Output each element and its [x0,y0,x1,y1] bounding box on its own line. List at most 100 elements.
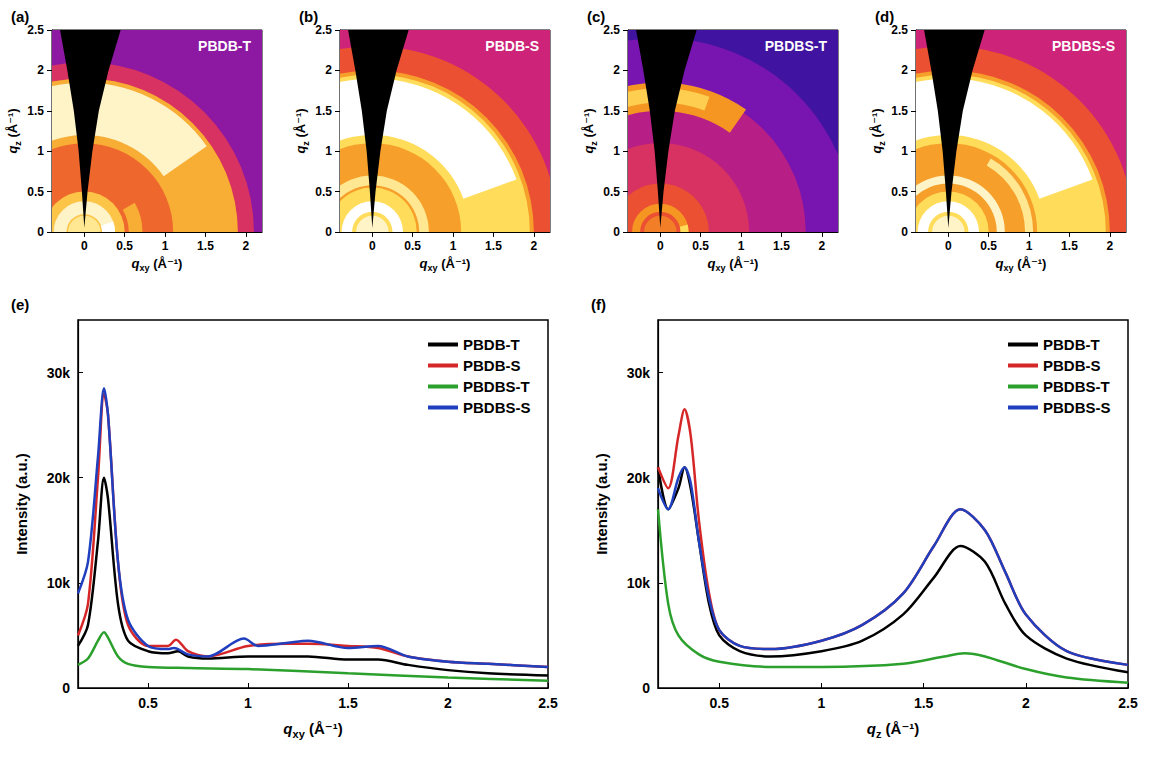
svg-text:PBDBS-T: PBDBS-T [765,38,828,54]
svg-text:1.5: 1.5 [315,104,332,118]
svg-text:q: q [708,256,716,271]
svg-text:1: 1 [37,144,44,158]
svg-text:30k: 30k [627,365,651,381]
svg-text:xy: xy [1004,263,1014,273]
svg-text:(Å⁻¹): (Å⁻¹) [5,108,20,141]
svg-text:2: 2 [1022,695,1030,711]
svg-text:10k: 10k [47,575,71,591]
svg-text:PBDBS-S: PBDBS-S [1043,399,1111,416]
svg-text:1: 1 [162,239,169,253]
svg-text:0: 0 [369,239,376,253]
svg-text:2: 2 [901,63,908,77]
svg-text:20k: 20k [627,470,651,486]
svg-text:xy: xy [428,263,438,273]
svg-text:PBDB-S: PBDB-S [485,38,539,54]
svg-text:0.5: 0.5 [138,695,158,711]
svg-text:1: 1 [244,695,252,711]
svg-text:1: 1 [738,239,745,253]
svg-text:0: 0 [945,239,952,253]
svg-text:(Å⁻¹): (Å⁻¹) [293,108,308,141]
svg-text:q: q [581,146,596,154]
svg-text:30k: 30k [47,365,71,381]
svg-text:(Å⁻¹): (Å⁻¹) [881,720,919,737]
svg-text:PBDBS-S: PBDBS-S [1052,38,1115,54]
svg-text:0.5: 0.5 [692,239,709,253]
svg-text:1: 1 [450,239,457,253]
svg-text:q: q [283,720,292,737]
svg-text:PBDBS-S: PBDBS-S [463,399,531,416]
svg-text:PBDB-T: PBDB-T [1043,336,1100,353]
svg-text:(a): (a) [11,8,29,25]
svg-text:2.5: 2.5 [1118,695,1138,711]
svg-text:0.5: 0.5 [27,185,44,199]
svg-text:1.5: 1.5 [485,239,502,253]
svg-text:q: q [132,256,140,271]
svg-text:0.5: 0.5 [315,185,332,199]
svg-text:PBDBS-T: PBDBS-T [463,378,530,395]
svg-text:PBDBS-T: PBDBS-T [1043,378,1110,395]
svg-text:0: 0 [325,225,332,239]
svg-text:1.5: 1.5 [1061,239,1078,253]
svg-text:0: 0 [37,225,44,239]
svg-text:PBDB-T: PBDB-T [198,38,251,54]
svg-text:(Å⁻¹): (Å⁻¹) [1014,256,1047,271]
svg-text:(c): (c) [587,8,605,25]
svg-text:q: q [5,146,20,154]
svg-text:(Å⁻¹): (Å⁻¹) [438,256,471,271]
svg-text:1.5: 1.5 [914,695,934,711]
svg-text:2.5: 2.5 [27,23,44,37]
svg-text:Intensity (a.u.): Intensity (a.u.) [13,453,30,555]
svg-text:1.5: 1.5 [891,104,908,118]
svg-text:xy: xy [293,728,306,740]
svg-text:2: 2 [444,695,452,711]
svg-text:xy: xy [716,263,726,273]
svg-text:(Å⁻¹): (Å⁻¹) [150,256,183,271]
svg-text:2: 2 [613,63,620,77]
svg-text:0: 0 [901,225,908,239]
svg-text:20k: 20k [47,470,71,486]
svg-text:(Å⁻¹): (Å⁻¹) [869,108,884,141]
svg-text:2.5: 2.5 [315,23,332,37]
svg-text:2: 2 [325,63,332,77]
svg-text:(Å⁻¹): (Å⁻¹) [305,720,343,737]
svg-text:(Å⁻¹): (Å⁻¹) [581,108,596,141]
svg-text:2: 2 [531,239,538,253]
svg-text:1: 1 [1026,239,1033,253]
svg-text:PBDB-S: PBDB-S [1043,357,1101,374]
svg-text:1: 1 [613,144,620,158]
svg-text:1: 1 [325,144,332,158]
svg-text:0: 0 [642,680,650,696]
svg-text:PBDB-S: PBDB-S [463,357,521,374]
svg-text:1: 1 [901,144,908,158]
svg-text:10k: 10k [627,575,651,591]
svg-text:2: 2 [819,239,826,253]
svg-text:2.5: 2.5 [603,23,620,37]
svg-text:0.5: 0.5 [891,185,908,199]
svg-text:0.5: 0.5 [980,239,997,253]
svg-text:1.5: 1.5 [338,695,358,711]
svg-text:Intensity (a.u.): Intensity (a.u.) [593,453,610,555]
svg-text:0.5: 0.5 [603,185,620,199]
svg-text:q: q [867,720,876,737]
svg-text:0: 0 [62,680,70,696]
svg-text:q: q [293,146,308,154]
svg-text:(f): (f) [591,296,606,313]
svg-text:2: 2 [1107,239,1114,253]
svg-text:0: 0 [657,239,664,253]
svg-text:q: q [869,146,884,154]
svg-text:1.5: 1.5 [773,239,790,253]
svg-text:q: q [420,256,428,271]
svg-text:0: 0 [81,239,88,253]
svg-text:(d): (d) [875,8,894,25]
svg-text:(Å⁻¹): (Å⁻¹) [726,256,759,271]
svg-text:(e): (e) [11,296,29,313]
svg-text:0.5: 0.5 [710,695,730,711]
svg-text:1.5: 1.5 [197,239,214,253]
svg-text:q: q [996,256,1004,271]
svg-text:1.5: 1.5 [603,104,620,118]
svg-text:0: 0 [613,225,620,239]
svg-text:0.5: 0.5 [116,239,133,253]
svg-text:PBDB-T: PBDB-T [463,336,520,353]
svg-text:1: 1 [818,695,826,711]
svg-text:2: 2 [243,239,250,253]
